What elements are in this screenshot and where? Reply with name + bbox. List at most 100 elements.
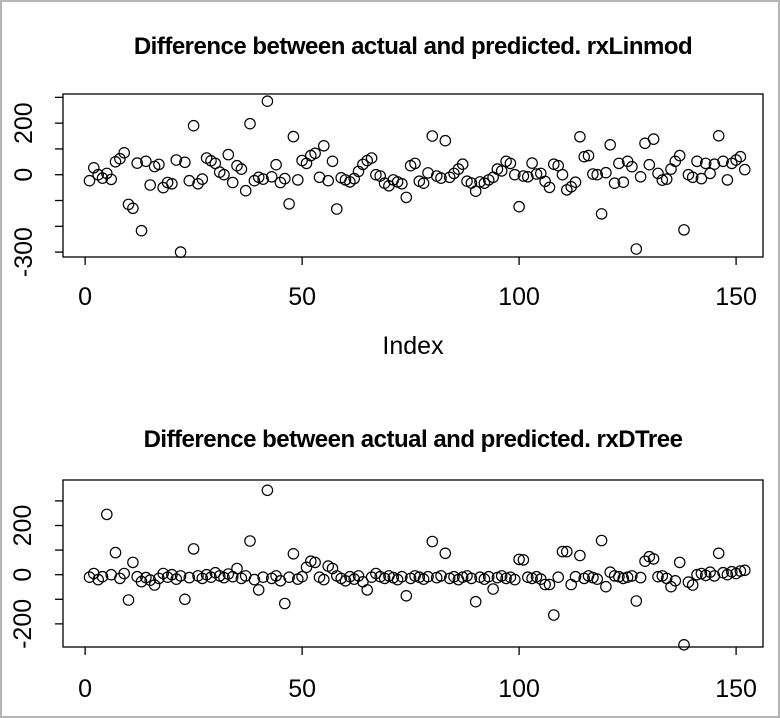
data-point-rxdtree: [487, 583, 499, 595]
data-point-rxlinmod: [738, 163, 751, 176]
data-point-rxdtree: [309, 556, 321, 569]
data-point-rxlinmod: [261, 95, 274, 107]
data-point-rxlinmod: [578, 150, 590, 163]
data-point-rxlinmod: [140, 155, 152, 168]
y-tick-label-rxlinmod: -300: [10, 227, 38, 277]
data-point-rxlinmod: [521, 171, 534, 183]
data-point-rxdtree: [738, 564, 751, 577]
data-point-rxdtree: [630, 595, 643, 607]
data-point-rxdtree: [565, 578, 577, 591]
data-point-rxdtree: [187, 543, 200, 555]
data-point-rxdtree: [183, 571, 196, 584]
data-point-rxdtree: [435, 570, 447, 582]
data-point-rxlinmod: [647, 133, 660, 145]
data-point-rxlinmod: [513, 200, 525, 213]
data-point-rxlinmod: [153, 158, 165, 171]
data-point-rxdtree: [304, 555, 317, 567]
data-point-rxdtree: [83, 571, 96, 583]
data-point-rxdtree: [608, 570, 621, 582]
data-point-rxlinmod: [322, 174, 334, 187]
data-point-rxlinmod: [582, 149, 595, 162]
data-point-rxdtree: [317, 573, 330, 586]
data-point-rxlinmod: [257, 173, 269, 185]
data-point-rxlinmod: [409, 157, 421, 170]
data-point-rxdtree: [521, 571, 534, 583]
data-point-rxdtree: [465, 572, 478, 585]
data-point-rxlinmod: [617, 176, 630, 188]
plot-title-rxdtree: Difference between actual and predicted.…: [144, 426, 683, 453]
plot-title-rxlinmod: Difference between actual and predicted.…: [134, 33, 692, 60]
data-point-rxlinmod: [504, 157, 517, 170]
data-point-rxlinmod: [105, 173, 117, 186]
data-point-rxlinmod: [587, 168, 599, 180]
data-point-rxdtree: [439, 547, 452, 560]
data-point-rxlinmod: [526, 157, 538, 169]
data-point-rxlinmod: [660, 173, 673, 185]
data-point-rxdtree: [652, 570, 664, 583]
data-point-rxlinmod: [678, 224, 690, 236]
data-point-rxlinmod: [695, 172, 708, 185]
data-point-rxlinmod: [287, 130, 300, 143]
data-point-rxlinmod: [717, 155, 729, 168]
data-point-rxlinmod: [595, 208, 608, 220]
data-point-rxlinmod: [630, 243, 643, 255]
data-point-rxlinmod: [600, 166, 612, 179]
data-point-rxdtree: [361, 584, 373, 596]
y-tick-label-rxlinmod: 200: [10, 102, 38, 144]
data-point-rxdtree: [547, 609, 560, 621]
data-point-rxdtree: [287, 547, 300, 560]
data-point-rxdtree: [166, 568, 178, 581]
data-point-rxdtree: [118, 567, 130, 580]
data-point-rxdtree: [300, 561, 313, 574]
data-point-rxdtree: [617, 572, 630, 585]
data-point-rxlinmod: [495, 165, 508, 177]
data-point-rxlinmod: [144, 179, 156, 191]
data-point-rxlinmod: [196, 173, 209, 185]
data-point-rxdtree: [712, 547, 725, 560]
x-tick-label-rxlinmod: 50: [288, 283, 316, 311]
data-point-rxdtree: [686, 579, 699, 591]
data-point-rxdtree: [647, 553, 660, 565]
data-point-rxlinmod: [604, 139, 616, 151]
data-point-rxlinmod: [556, 168, 569, 181]
data-point-rxdtree: [556, 545, 569, 558]
y-tick-label-rxdtree: 0: [9, 568, 37, 582]
data-point-rxdtree: [96, 570, 109, 583]
data-point-rxlinmod: [357, 158, 369, 171]
data-point-rxdtree: [127, 556, 139, 569]
data-point-rxdtree: [665, 580, 677, 593]
data-point-rxlinmod: [517, 170, 530, 182]
data-point-rxlinmod: [226, 176, 239, 189]
data-point-rxlinmod: [643, 158, 656, 171]
data-point-rxdtree: [278, 597, 291, 610]
data-point-rxlinmod: [179, 156, 191, 169]
data-point-rxdtree: [678, 638, 690, 651]
data-point-rxlinmod: [613, 157, 625, 170]
x-tick-label-rxdtree: 150: [715, 675, 757, 703]
data-point-rxdtree: [517, 554, 530, 566]
data-point-rxdtree: [296, 570, 308, 583]
data-point-rxdtree: [626, 570, 638, 582]
data-point-rxdtree: [560, 545, 573, 558]
data-point-rxdtree: [669, 574, 682, 587]
data-point-rxlinmod: [652, 167, 664, 180]
data-point-rxdtree: [252, 584, 265, 596]
data-point-rxdtree: [231, 562, 243, 575]
data-point-rxdtree: [400, 589, 413, 602]
data-point-rxlinmod: [469, 185, 482, 197]
data-point-rxlinmod: [474, 176, 486, 188]
data-point-rxlinmod: [222, 148, 235, 161]
data-point-rxlinmod: [317, 140, 330, 152]
data-point-rxlinmod: [543, 181, 556, 194]
plot-box-rxlinmod: [62, 93, 764, 258]
data-point-rxdtree: [482, 570, 495, 583]
data-point-rxdtree: [148, 579, 161, 591]
data-point-rxdtree: [426, 535, 439, 548]
data-point-rxlinmod: [309, 147, 321, 160]
data-point-rxdtree: [196, 572, 209, 585]
data-point-rxdtree: [591, 573, 603, 585]
data-point-rxlinmod: [114, 152, 126, 165]
data-point-rxlinmod: [118, 147, 130, 159]
data-point-rxlinmod: [734, 150, 747, 163]
